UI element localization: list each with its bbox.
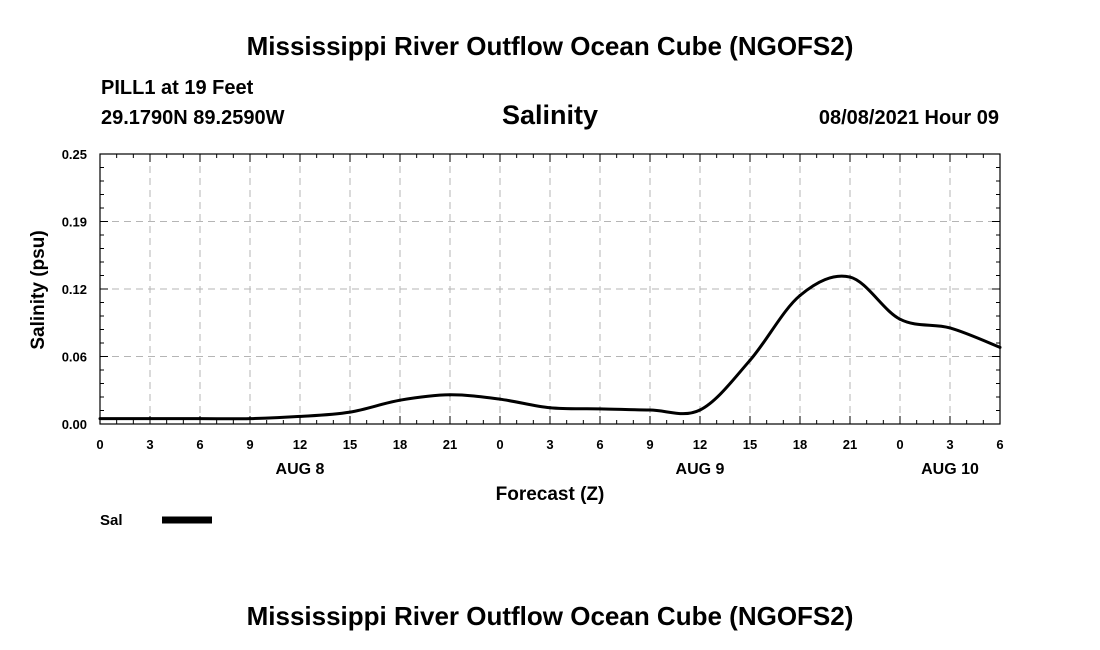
data-point [348,410,352,414]
station-coordinates: 29.1790N 89.2590W [101,107,285,129]
data-point [198,417,202,421]
data-point [798,293,802,297]
data-point [248,417,252,421]
variable-title: Salinity [502,100,598,130]
x-tick-label: 6 [196,437,203,452]
day-labels: AUG 8 AUG 9 AUG 10 [276,461,979,478]
legend-label: Sal [100,512,123,529]
x-tick-label: 6 [596,437,603,452]
data-point [648,408,652,412]
x-tick-label: 18 [793,437,807,452]
x-tick-labels: 0 3 6 9 12 15 18 21 0 3 6 9 12 15 18 21 0 3 6 [96,437,1003,452]
data-point [148,417,152,421]
x-tick-label: 0 [896,437,903,452]
series-layer [98,274,1002,421]
data-point [748,358,752,362]
forecast-timestamp: 08/08/2021 Hour 09 [819,107,999,129]
x-tick-label: 6 [996,437,1003,452]
plot-frame [99,153,1001,425]
chart-title-bottom: Mississippi River Outflow Ocean Cube (NG… [247,601,854,631]
x-tick-label: 0 [496,437,503,452]
day-label: AUG 10 [921,461,979,478]
y-tick-label: 0.19 [62,215,87,230]
y-tick-labels: 0.00 0.06 0.12 0.19 0.25 [62,147,87,432]
x-tick-label: 9 [246,437,253,452]
data-point [98,417,102,421]
data-point [898,317,902,321]
x-tick-label: 18 [393,437,407,452]
x-tick-label: 21 [843,437,857,452]
data-point [948,326,952,330]
x-tick-label: 12 [693,437,707,452]
y-tick-label: 0.12 [62,282,87,297]
x-tick-label: 3 [146,437,153,452]
data-point [298,414,302,418]
y-axis-label: Salinity (psu) [28,230,49,349]
x-axis-label: Forecast (Z) [496,484,605,505]
y-tick-label: 0.06 [62,350,87,365]
chart-title-top: Mississippi River Outflow Ocean Cube (NG… [247,31,854,61]
day-label: AUG 8 [276,461,325,478]
y-tick-label: 0.25 [62,147,87,162]
x-tick-label: 15 [743,437,757,452]
x-tick-label: 15 [343,437,357,452]
day-label: AUG 9 [676,461,725,478]
data-point [548,406,552,410]
data-point [398,398,402,402]
x-tick-label: 9 [646,437,653,452]
data-point [498,397,502,401]
data-point [448,393,452,397]
data-point [848,275,852,279]
x-tick-label: 3 [946,437,953,452]
station-label: PILL1 at 19 Feet [101,77,254,99]
y-tick-label: 0.00 [62,417,87,432]
x-tick-label: 12 [293,437,307,452]
data-point [998,345,1002,349]
x-tick-label: 3 [546,437,553,452]
data-point [598,407,602,411]
x-tick-label: 0 [96,437,103,452]
data-point [698,408,702,412]
grid-lines [100,154,1000,424]
x-tick-label: 21 [443,437,457,452]
